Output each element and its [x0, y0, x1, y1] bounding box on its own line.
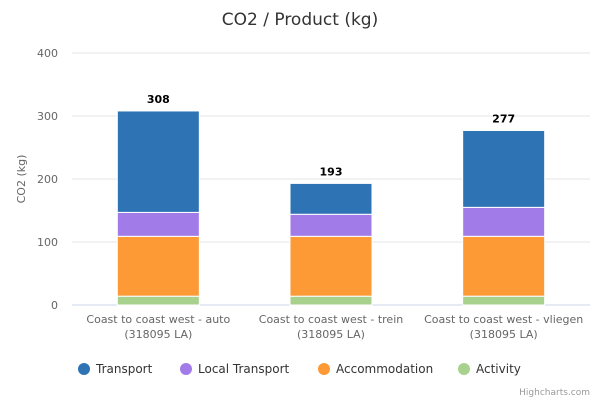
bar-local-transport[interactable]: [462, 206, 546, 237]
legend-item-activity[interactable]: Activity: [458, 362, 521, 376]
bar-transport[interactable]: [462, 129, 546, 208]
x-category-label: Coast to coast west - vliegen: [424, 313, 583, 326]
x-category-label: Coast to coast west - auto: [86, 313, 230, 326]
bar-accommodation[interactable]: [289, 235, 373, 297]
bar-accommodation[interactable]: [462, 235, 546, 297]
x-category-label: Coast to coast west - trein: [259, 313, 403, 326]
legend-marker: [458, 363, 470, 375]
legend-item-accommodation[interactable]: Accommodation: [318, 362, 433, 376]
bar-accommodation[interactable]: [116, 235, 200, 297]
legend-label: Transport: [95, 362, 153, 376]
y-tick-label: 0: [51, 299, 58, 312]
legend-item-local-transport[interactable]: Local Transport: [180, 362, 290, 376]
legend-label: Local Transport: [198, 362, 290, 376]
bar-local-transport[interactable]: [289, 213, 373, 237]
bar-activity[interactable]: [116, 295, 200, 306]
y-tick-label: 200: [37, 173, 58, 186]
legend-label: Activity: [476, 362, 521, 376]
legend-marker: [318, 363, 330, 375]
legend-label: Accommodation: [336, 362, 433, 376]
x-category-label: (318095 LA): [297, 328, 365, 341]
legend-marker: [180, 363, 192, 375]
bar-local-transport[interactable]: [116, 211, 200, 237]
bar-activity[interactable]: [289, 295, 373, 306]
bar-transport[interactable]: [289, 182, 373, 215]
bar-transport[interactable]: [116, 110, 200, 213]
total-data-label: 277: [492, 112, 515, 125]
y-axis-label: CO2 (kg): [15, 155, 28, 204]
x-category-label: (318095 LA): [124, 328, 192, 341]
total-data-label: 193: [320, 165, 343, 178]
total-data-label: 308: [147, 93, 170, 106]
legend-marker: [78, 363, 90, 375]
x-category-label: (318095 LA): [470, 328, 538, 341]
y-tick-label: 400: [37, 47, 58, 60]
y-tick-label: 100: [37, 236, 58, 249]
y-tick-label: 300: [37, 110, 58, 123]
credits-link[interactable]: Highcharts.com: [519, 388, 590, 398]
bar-activity[interactable]: [462, 295, 546, 306]
chart-title: CO2 / Product (kg): [222, 10, 378, 30]
legend-item-transport[interactable]: Transport: [78, 362, 153, 376]
